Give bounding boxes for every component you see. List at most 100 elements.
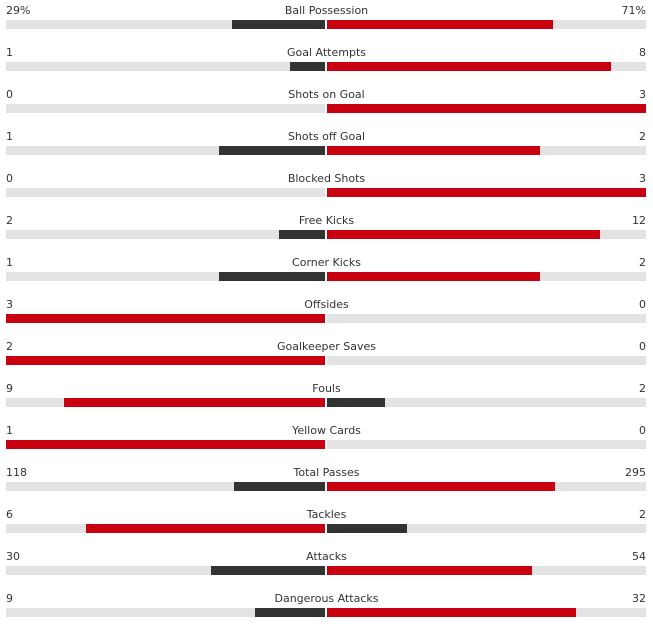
home-track: [6, 440, 325, 449]
away-value: 12: [632, 214, 646, 227]
stat-label-row: 2 Free Kicks 12: [0, 214, 653, 228]
home-bar: [86, 524, 325, 533]
home-value: 9: [6, 382, 13, 395]
away-value: 2: [639, 382, 646, 395]
home-value: 0: [6, 172, 13, 185]
away-track: [327, 146, 646, 155]
home-bar: [290, 62, 325, 71]
away-value: 0: [639, 340, 646, 353]
home-track: [6, 398, 325, 407]
stat-row: 9 Fouls 2: [0, 378, 653, 420]
away-value: 0: [639, 424, 646, 437]
home-value: 2: [6, 340, 13, 353]
stat-label-row: 9 Dangerous Attacks 32: [0, 592, 653, 606]
away-track: [327, 314, 646, 323]
stat-bar-track: [6, 482, 646, 491]
away-value: 2: [639, 130, 646, 143]
home-bar: [219, 272, 325, 281]
stat-bar-track: [6, 188, 646, 197]
home-value: 118: [6, 466, 27, 479]
stat-bar-track: [6, 146, 646, 155]
stat-bar-track: [6, 524, 646, 533]
away-track: [327, 440, 646, 449]
stat-label-row: 1 Goal Attempts 8: [0, 46, 653, 60]
stat-row: 2 Free Kicks 12: [0, 210, 653, 252]
home-track: [6, 524, 325, 533]
stat-name: Fouls: [312, 382, 341, 395]
stat-bar-track: [6, 314, 646, 323]
home-bar: [64, 398, 325, 407]
home-track: [6, 608, 325, 617]
stat-row: 118 Total Passes 295: [0, 462, 653, 504]
home-value: 3: [6, 298, 13, 311]
home-value: 29%: [6, 4, 31, 17]
stat-name: Free Kicks: [298, 214, 355, 227]
stat-row: 29% Ball Possession 71%: [0, 0, 653, 42]
away-value: 54: [632, 550, 646, 563]
stat-name: Offsides: [304, 298, 349, 311]
away-track: [327, 20, 646, 29]
away-track: [327, 230, 646, 239]
stat-name: Shots off Goal: [287, 130, 366, 143]
home-track: [6, 272, 325, 281]
stat-name: Dangerous Attacks: [274, 592, 379, 605]
away-bar: [327, 230, 600, 239]
away-bar: [327, 188, 646, 197]
stat-row: 30 Attacks 54: [0, 546, 653, 588]
stat-row: 1 Corner Kicks 2: [0, 252, 653, 294]
away-value: 3: [639, 172, 646, 185]
away-bar: [327, 104, 646, 113]
away-value: 32: [632, 592, 646, 605]
away-track: [327, 272, 646, 281]
home-value: 30: [6, 550, 20, 563]
stat-bar-track: [6, 566, 646, 575]
away-value: 71%: [621, 4, 646, 17]
home-value: 1: [6, 256, 13, 269]
away-track: [327, 566, 646, 575]
stat-row: 2 Goalkeeper Saves 0: [0, 336, 653, 378]
away-bar: [327, 20, 553, 29]
stat-name: Corner Kicks: [292, 256, 361, 269]
away-value: 8: [639, 46, 646, 59]
home-bar: [232, 20, 325, 29]
stat-bar-track: [6, 440, 646, 449]
stat-label-row: 9 Fouls 2: [0, 382, 653, 396]
stat-row: 6 Tackles 2: [0, 504, 653, 546]
away-value: 3: [639, 88, 646, 101]
away-bar: [327, 62, 611, 71]
home-value: 0: [6, 88, 13, 101]
stat-label-row: 1 Yellow Cards 0: [0, 424, 653, 438]
home-track: [6, 356, 325, 365]
stat-label-row: 0 Shots on Goal 3: [0, 88, 653, 102]
stat-label-row: 6 Tackles 2: [0, 508, 653, 522]
stat-name: Goal Attempts: [286, 46, 366, 59]
stat-label-row: 29% Ball Possession 71%: [0, 4, 653, 18]
stat-row: 3 Offsides 0: [0, 294, 653, 336]
stat-row: 1 Yellow Cards 0: [0, 420, 653, 462]
home-value: 6: [6, 508, 13, 521]
stat-row: 0 Blocked Shots 3: [0, 168, 653, 210]
home-bar: [255, 608, 325, 617]
stat-label-row: 3 Offsides 0: [0, 298, 653, 312]
home-bar: [6, 356, 325, 365]
stat-name: Goalkeeper Saves: [276, 340, 377, 353]
home-bar: [6, 440, 325, 449]
home-bar: [279, 230, 325, 239]
stat-row: 1 Goal Attempts 8: [0, 42, 653, 84]
stat-bar-track: [6, 62, 646, 71]
away-value: 295: [625, 466, 646, 479]
home-track: [6, 104, 325, 113]
stat-bar-track: [6, 272, 646, 281]
stat-bar-track: [6, 104, 646, 113]
away-track: [327, 104, 646, 113]
away-value: 2: [639, 508, 646, 521]
away-bar: [327, 272, 540, 281]
home-bar: [234, 482, 325, 491]
away-track: [327, 188, 646, 197]
away-value: 0: [639, 298, 646, 311]
stat-bar-track: [6, 20, 646, 29]
home-value: 1: [6, 46, 13, 59]
stat-bar-track: [6, 356, 646, 365]
home-value: 1: [6, 130, 13, 143]
away-bar: [327, 608, 576, 617]
